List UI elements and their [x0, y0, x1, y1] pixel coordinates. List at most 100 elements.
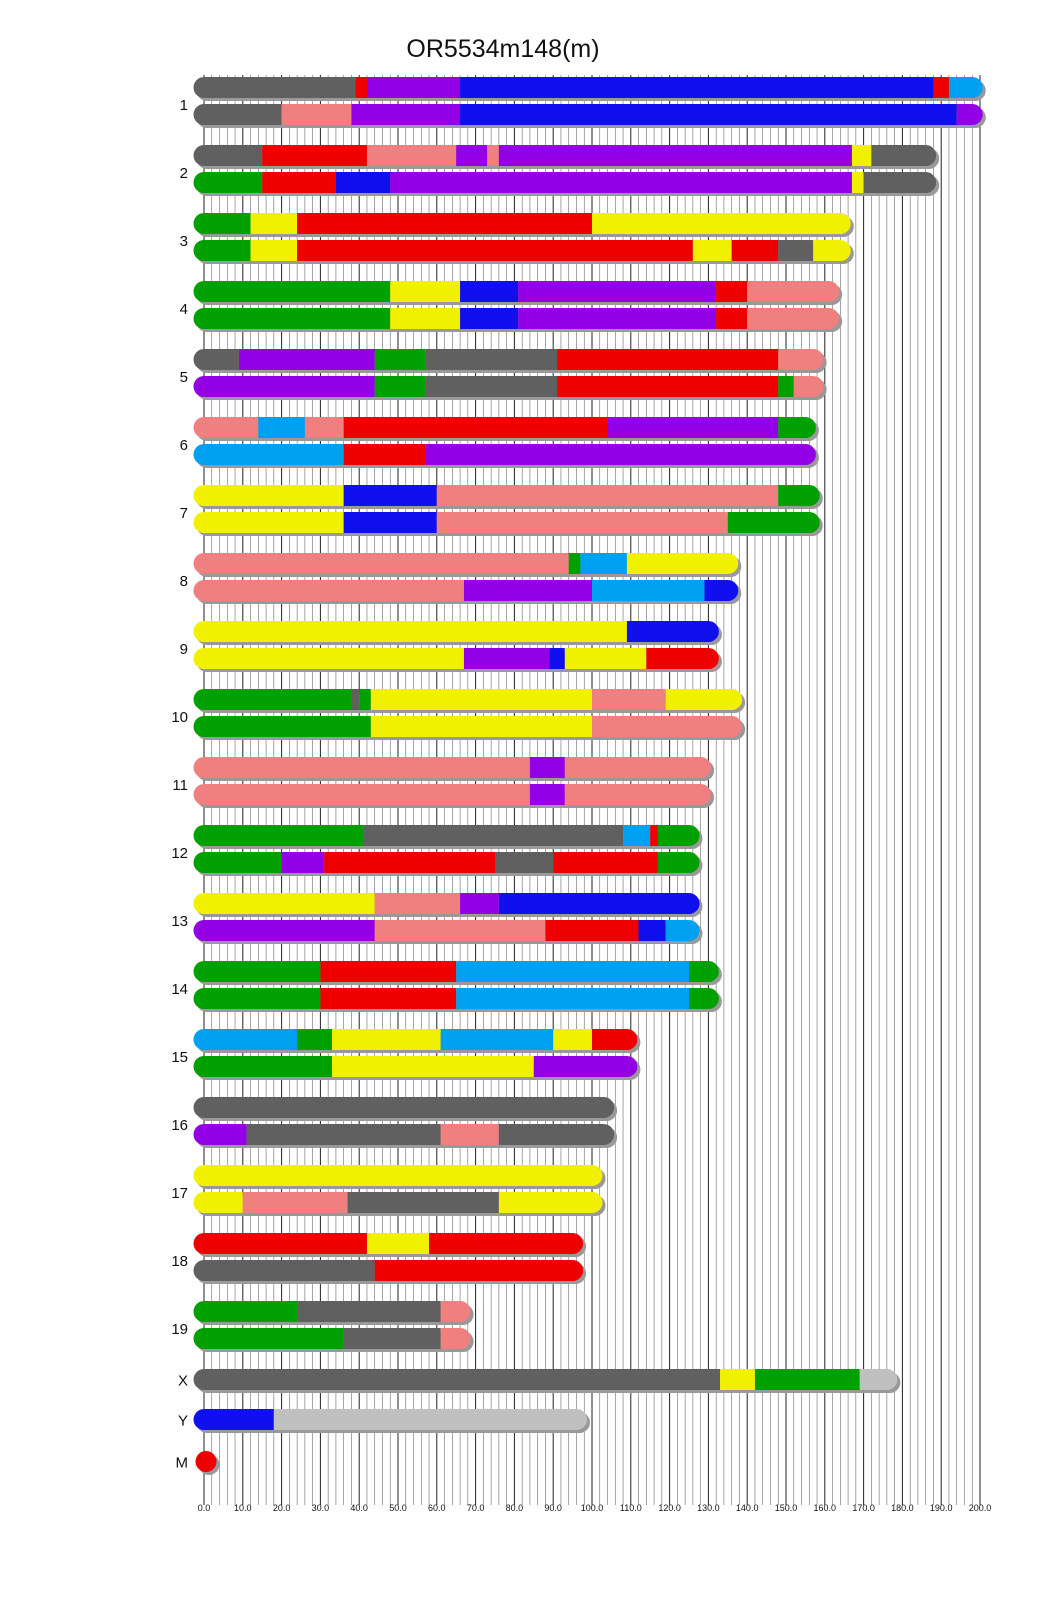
segment-salmon — [243, 1192, 348, 1213]
chromosome-9 — [194, 621, 722, 672]
chromosome-label: 11 — [172, 777, 188, 794]
segment-red — [262, 172, 336, 193]
haplotype-bar — [194, 825, 703, 849]
segment-lightblue — [666, 920, 700, 941]
segment-blue — [549, 648, 565, 669]
segment-salmon — [194, 553, 569, 574]
segment-green — [194, 716, 371, 737]
chromosome-m — [196, 1451, 220, 1475]
segment-group — [194, 784, 712, 805]
segment-lightgray — [860, 1369, 898, 1390]
segment-green — [194, 1301, 298, 1322]
segment-purple — [425, 444, 816, 465]
segment-salmon — [305, 417, 344, 438]
segment-group — [194, 553, 739, 574]
segment-salmon — [487, 145, 499, 166]
chromosome-label: 3 — [180, 233, 188, 250]
chromosome-label: 12 — [171, 845, 188, 862]
segment-yellow — [666, 689, 742, 710]
haplotype-bar — [194, 281, 843, 305]
x-tick-label: 190.0 — [930, 1503, 953, 1513]
x-tick-label: 140.0 — [736, 1503, 759, 1513]
segment-gray — [363, 825, 623, 846]
chromosome-6 — [194, 417, 819, 468]
segment-group — [194, 1328, 471, 1349]
haplotype-bar — [194, 1369, 901, 1393]
haplotype-bar — [194, 893, 703, 917]
segment-group — [194, 961, 719, 982]
segment-red — [716, 281, 747, 302]
segment-red — [262, 145, 367, 166]
haplotype-bar — [194, 77, 986, 101]
segment-yellow — [852, 172, 864, 193]
haplotype-bar — [194, 648, 722, 672]
segment-yellow — [627, 553, 738, 574]
chromosome-label: 9 — [180, 641, 188, 658]
segment-salmon — [747, 281, 839, 302]
segment-salmon — [565, 757, 711, 778]
segment-red — [324, 852, 495, 873]
segment-group — [194, 1165, 603, 1186]
segment-gray — [194, 1097, 615, 1118]
segment-group — [194, 716, 743, 737]
chromosome-label: 14 — [171, 981, 188, 998]
chromosome-10 — [194, 689, 746, 740]
segment-red — [375, 1260, 583, 1281]
x-tick-label: 90.0 — [544, 1503, 562, 1513]
chromosome-bars — [194, 77, 986, 1475]
segment-group — [194, 1260, 584, 1281]
segment-green — [194, 240, 251, 261]
segment-yellow — [194, 648, 464, 669]
segment-red — [716, 308, 747, 329]
segment-purple — [194, 920, 375, 941]
segment-red — [650, 825, 658, 846]
segment-yellow — [592, 213, 851, 234]
x-tick-label: 170.0 — [852, 1503, 875, 1513]
segment-salmon — [194, 580, 464, 601]
chart-title: OR5534m148(m) — [406, 35, 599, 63]
segment-green — [755, 1369, 860, 1390]
segment-lightblue — [580, 553, 627, 574]
segment-green — [194, 825, 364, 846]
haplotype-bar — [194, 1301, 474, 1325]
haplotype-bar — [194, 485, 823, 509]
x-tick-label: 130.0 — [697, 1503, 720, 1513]
mito-marker — [196, 1451, 217, 1472]
segment-group — [194, 580, 739, 601]
karyotype-chart: OR5534m148(m) 12345678910111213141516171… — [0, 0, 1040, 1616]
segment-purple — [534, 1056, 638, 1077]
chromosome-13 — [194, 893, 703, 944]
segment-group — [194, 648, 719, 669]
segment-yellow — [553, 1029, 592, 1050]
segment-yellow — [390, 308, 460, 329]
segment-group — [194, 825, 700, 846]
x-tick-label: 0.0 — [198, 1503, 211, 1513]
segment-group — [194, 689, 743, 710]
segment-blue — [336, 172, 390, 193]
segment-gray — [194, 1369, 721, 1390]
segment-green — [194, 852, 282, 873]
segment-group — [194, 77, 983, 98]
haplotype-bar — [194, 1192, 606, 1216]
segment-salmon — [441, 1301, 471, 1322]
segment-green — [194, 1328, 344, 1349]
segment-gray — [247, 1124, 441, 1145]
segment-lightblue — [949, 77, 983, 98]
segment-lightblue — [441, 1029, 554, 1050]
segment-red — [557, 349, 778, 370]
segment-green — [194, 988, 321, 1009]
segment-blue — [460, 104, 957, 125]
chromosome-label: 5 — [180, 369, 188, 386]
segment-yellow — [499, 1192, 603, 1213]
haplotype-bar — [194, 784, 715, 808]
x-tick-label: 30.0 — [312, 1503, 330, 1513]
segment-gray — [778, 240, 813, 261]
segment-green — [375, 349, 425, 370]
segment-salmon — [367, 145, 456, 166]
segment-purple — [282, 852, 325, 873]
segment-gray — [864, 172, 937, 193]
segment-purple — [456, 145, 487, 166]
segment-purple — [390, 172, 852, 193]
segment-group — [194, 308, 840, 329]
segment-salmon — [437, 512, 728, 533]
